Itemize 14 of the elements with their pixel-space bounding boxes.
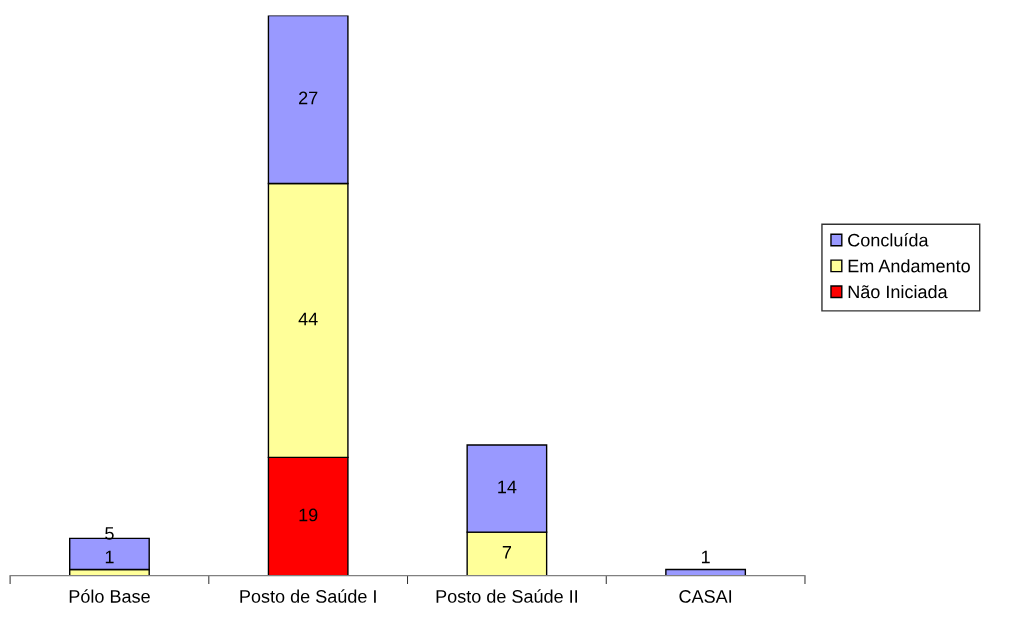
x-tick-label: Posto de Saúde I xyxy=(240,589,376,603)
data-label: 14 xyxy=(498,480,517,494)
data-label: 44 xyxy=(298,312,318,326)
data-label: 27 xyxy=(299,91,318,105)
data-label: 1 xyxy=(105,550,114,564)
x-tick-label: Pólo Base xyxy=(69,589,150,603)
legend-label: Não Iniciada xyxy=(848,285,948,299)
x-tick-label: CASAI xyxy=(679,590,732,603)
data-label: 1 xyxy=(701,550,710,564)
data-label: 7 xyxy=(502,546,512,559)
legend-label: Em Andamento xyxy=(848,259,970,273)
legend-label: Concluída xyxy=(848,233,929,247)
data-label: 19 xyxy=(299,508,318,522)
x-tick-label: Posto de Saúde II xyxy=(436,589,578,603)
